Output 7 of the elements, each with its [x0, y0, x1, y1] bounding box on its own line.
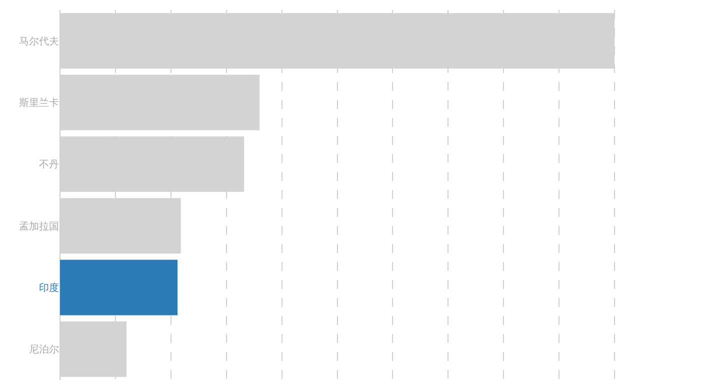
y-tick-label: 马尔代夫: [19, 35, 59, 48]
y-tick-label: 印度: [39, 282, 59, 294]
y-tick-label: 尼泊尔: [29, 344, 59, 356]
y-tick-label: 不丹: [39, 160, 59, 171]
y-tick-label: 斯里兰卡: [19, 97, 59, 109]
y-tick-label: 孟加拉国: [19, 220, 59, 232]
bar: [60, 260, 178, 316]
